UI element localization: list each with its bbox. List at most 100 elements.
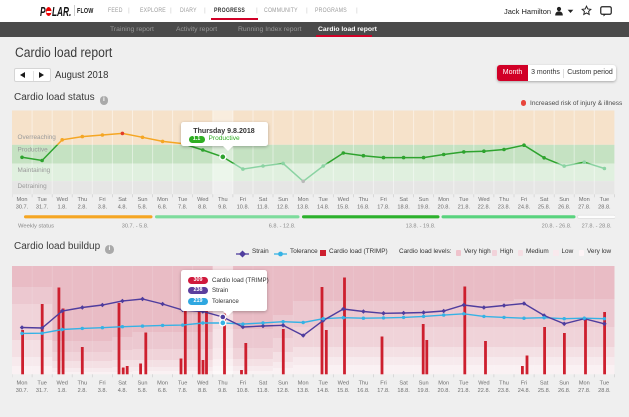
svg-text:Tue: Tue xyxy=(178,381,187,387)
svg-text:6.8.: 6.8. xyxy=(158,388,168,394)
svg-text:16.8.: 16.8. xyxy=(357,388,370,394)
svg-text:Sat: Sat xyxy=(118,197,127,203)
svg-text:27.8.: 27.8. xyxy=(578,388,591,394)
svg-text:Sun: Sun xyxy=(138,381,148,387)
svg-text:14.8.: 14.8. xyxy=(317,204,330,210)
svg-text:Mon: Mon xyxy=(298,197,309,203)
svg-text:18.8.: 18.8. xyxy=(397,388,410,394)
svg-text:Tue: Tue xyxy=(318,197,327,203)
svg-text:Fri: Fri xyxy=(521,197,528,203)
svg-text:11.8.: 11.8. xyxy=(257,204,269,210)
svg-text:Fri: Fri xyxy=(380,197,387,203)
svg-text:Tue: Tue xyxy=(459,381,468,387)
svg-text:Fri: Fri xyxy=(240,381,247,387)
svg-text:15.8.: 15.8. xyxy=(337,204,350,210)
svg-text:Tue: Tue xyxy=(37,197,46,203)
svg-text:5.8.: 5.8. xyxy=(138,204,148,210)
svg-text:5.8.: 5.8. xyxy=(138,388,148,394)
svg-text:11.8.: 11.8. xyxy=(257,388,269,394)
svg-text:3.8.: 3.8. xyxy=(98,204,108,210)
svg-text:Overreaching: Overreaching xyxy=(18,134,57,141)
svg-text:30.7. - 5.8.: 30.7. - 5.8. xyxy=(122,223,149,229)
svg-text:Mon: Mon xyxy=(579,197,590,203)
svg-text:15.8.: 15.8. xyxy=(337,388,350,394)
svg-text:Sat: Sat xyxy=(540,197,549,203)
svg-text:Wed: Wed xyxy=(478,197,489,203)
svg-text:Wed: Wed xyxy=(56,197,67,203)
svg-text:Sun: Sun xyxy=(419,381,429,387)
svg-text:Mon: Mon xyxy=(579,381,590,387)
svg-text:Sun: Sun xyxy=(559,197,569,203)
svg-text:7.8.: 7.8. xyxy=(178,204,188,210)
svg-text:6.8. - 12.8.: 6.8. - 12.8. xyxy=(269,223,296,229)
svg-text:Thu: Thu xyxy=(359,197,369,203)
svg-text:14.8.: 14.8. xyxy=(317,388,330,394)
svg-text:18.8.: 18.8. xyxy=(397,204,410,210)
svg-text:8.8.: 8.8. xyxy=(198,388,208,394)
svg-text:Sat: Sat xyxy=(540,381,549,387)
svg-text:Wed: Wed xyxy=(197,381,208,387)
svg-text:Thu: Thu xyxy=(499,197,509,203)
svg-text:Fri: Fri xyxy=(521,381,528,387)
svg-text:10.8.: 10.8. xyxy=(237,388,250,394)
svg-text:23.8.: 23.8. xyxy=(498,204,511,210)
svg-text:Detraining: Detraining xyxy=(18,183,48,190)
svg-text:20.8.: 20.8. xyxy=(437,204,450,210)
svg-text:24.8.: 24.8. xyxy=(518,388,531,394)
svg-text:12.8.: 12.8. xyxy=(277,204,290,210)
svg-text:22.8.: 22.8. xyxy=(478,388,491,394)
svg-text:31.7.: 31.7. xyxy=(36,388,49,394)
svg-text:Sun: Sun xyxy=(138,197,148,203)
svg-text:1.8.: 1.8. xyxy=(58,204,68,210)
svg-text:Tue: Tue xyxy=(178,197,187,203)
svg-text:30.7.: 30.7. xyxy=(16,388,29,394)
svg-text:23.8.: 23.8. xyxy=(498,388,511,394)
svg-text:Fri: Fri xyxy=(240,197,247,203)
svg-text:12.8.: 12.8. xyxy=(277,388,290,394)
svg-text:Sat: Sat xyxy=(259,381,268,387)
svg-text:Mon: Mon xyxy=(157,197,168,203)
svg-text:9.8.: 9.8. xyxy=(218,388,228,394)
svg-text:Fri: Fri xyxy=(99,381,106,387)
svg-text:27.8. - 28.8.: 27.8. - 28.8. xyxy=(582,223,612,229)
svg-text:25.8.: 25.8. xyxy=(538,388,551,394)
svg-text:21.8.: 21.8. xyxy=(458,204,471,210)
svg-text:Fri: Fri xyxy=(380,381,387,387)
svg-text:Tue: Tue xyxy=(459,197,468,203)
svg-text:Mon: Mon xyxy=(17,197,28,203)
svg-text:20.8.: 20.8. xyxy=(437,388,450,394)
svg-text:1.8.: 1.8. xyxy=(58,388,68,394)
svg-text:9.8.: 9.8. xyxy=(218,204,228,210)
svg-text:Sun: Sun xyxy=(419,197,429,203)
svg-text:21.8.: 21.8. xyxy=(458,388,471,394)
svg-text:Thu: Thu xyxy=(218,381,228,387)
svg-text:16.8.: 16.8. xyxy=(357,204,370,210)
svg-text:Tue: Tue xyxy=(600,197,609,203)
svg-text:Sat: Sat xyxy=(259,197,268,203)
svg-text:27.8.: 27.8. xyxy=(578,204,591,210)
svg-text:Mon: Mon xyxy=(157,381,168,387)
svg-text:8.8.: 8.8. xyxy=(198,204,208,210)
svg-text:20.8. - 26.8.: 20.8. - 26.8. xyxy=(542,223,572,229)
svg-text:22.8.: 22.8. xyxy=(478,204,491,210)
svg-text:31.7.: 31.7. xyxy=(36,204,49,210)
svg-text:Mon: Mon xyxy=(438,197,449,203)
svg-text:Mon: Mon xyxy=(298,381,309,387)
svg-text:7.8.: 7.8. xyxy=(178,388,188,394)
svg-text:25.8.: 25.8. xyxy=(538,204,551,210)
svg-text:2.8.: 2.8. xyxy=(78,388,88,394)
svg-text:13.8. - 19.8.: 13.8. - 19.8. xyxy=(406,223,436,229)
svg-text:19.8.: 19.8. xyxy=(417,204,430,210)
svg-text:Mon: Mon xyxy=(438,381,449,387)
svg-text:Sun: Sun xyxy=(278,197,288,203)
svg-text:6.8.: 6.8. xyxy=(158,204,168,210)
svg-text:Sun: Sun xyxy=(559,381,569,387)
svg-text:Wed: Wed xyxy=(338,197,349,203)
svg-text:Thu: Thu xyxy=(499,381,509,387)
svg-text:30.7.: 30.7. xyxy=(16,204,29,210)
svg-text:Mon: Mon xyxy=(17,381,28,387)
svg-text:13.8.: 13.8. xyxy=(297,388,310,394)
svg-text:Thu: Thu xyxy=(77,197,87,203)
svg-text:Wed: Wed xyxy=(56,381,67,387)
svg-text:Productive: Productive xyxy=(18,147,49,154)
